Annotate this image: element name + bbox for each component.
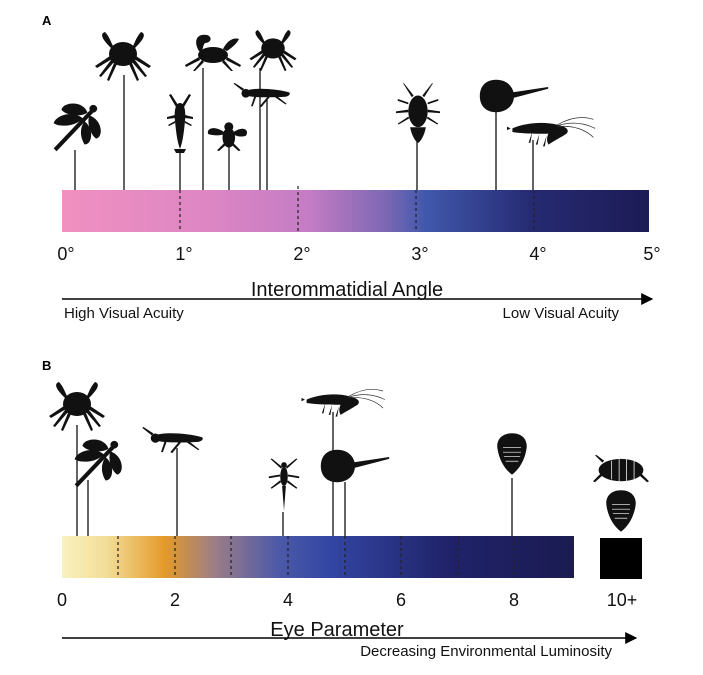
dragonfly-icon <box>74 439 122 488</box>
tick-label: 4° <box>529 244 546 264</box>
tick-label: 5° <box>643 244 660 264</box>
shrimp-icon <box>506 117 596 147</box>
horseshoe-crab-icon <box>479 79 549 113</box>
panel-a-dashed-ticks <box>179 186 535 232</box>
shrimp-icon <box>301 389 386 417</box>
panel-b-dashed-ticks <box>117 536 574 578</box>
axis-title-b: Eye Parameter <box>270 619 404 641</box>
tick-label: 2 <box>170 590 180 610</box>
spiny-lobster-icon <box>396 83 440 144</box>
trilobite-icon <box>496 432 528 476</box>
tick-label: 1° <box>175 244 192 264</box>
low-acuity-label: Low Visual Acuity <box>503 305 620 322</box>
tick-label: 0 <box>57 590 67 610</box>
tick-label: 2° <box>293 244 310 264</box>
crab-icon <box>249 30 297 72</box>
tick-label: 4 <box>283 590 293 610</box>
grasshopper-icon <box>233 82 290 108</box>
panel-b-organisms <box>49 382 649 536</box>
crab-icon <box>95 32 151 81</box>
fiddler-crab-icon <box>185 34 241 71</box>
high-acuity-label: High Visual Acuity <box>64 305 184 322</box>
crab-icon <box>49 382 105 431</box>
dragonfly-icon <box>53 103 101 152</box>
tick-label: 0° <box>57 244 74 264</box>
horseshoe-crab-icon <box>320 449 390 483</box>
panel-a-organisms <box>53 30 596 190</box>
tick-label: 6 <box>396 590 406 610</box>
panel-b-tick-labels: 0 2 4 6 8 10+ <box>57 590 637 610</box>
fly-icon <box>207 122 248 152</box>
trilobite-icon <box>605 489 637 533</box>
panel-b-label: B <box>42 358 51 373</box>
ten-plus-box <box>600 538 642 579</box>
panel-a-tick-labels: 0° 1° 2° 3° 4° 5° <box>57 244 660 264</box>
axis-title-a: Interommatidial Angle <box>251 279 443 301</box>
tick-label: 8 <box>509 590 519 610</box>
interommatidial-gradient-bar <box>62 190 649 232</box>
grasshopper-icon <box>142 426 203 454</box>
isopod-icon <box>593 455 649 483</box>
luminosity-label: Decreasing Environmental Luminosity <box>360 643 612 660</box>
tick-label: 3° <box>411 244 428 264</box>
eye-parameter-gradient-bar <box>62 536 574 578</box>
tick-label: 10+ <box>607 590 638 610</box>
mayfly-icon <box>268 458 300 511</box>
panel-a-label: A <box>42 13 52 28</box>
lobster-icon <box>167 94 193 153</box>
